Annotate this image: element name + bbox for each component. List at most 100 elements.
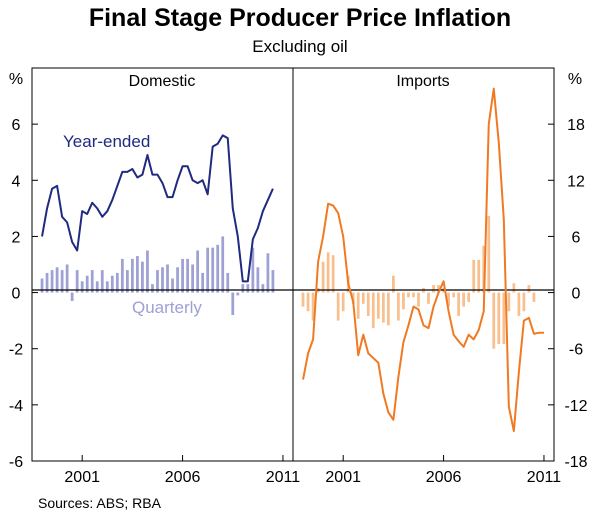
imports-quarterly-bar — [522, 292, 526, 312]
domestic-quarterly-bar — [196, 250, 200, 293]
imports-quarterly-bar — [371, 292, 375, 329]
domestic-quarterly-bar — [201, 272, 205, 293]
domestic-quarterly-bar — [186, 258, 189, 293]
domestic-quarterly-bar — [115, 272, 119, 293]
imports-quarterly-bar — [477, 259, 481, 293]
y-tick-label-left: -6 — [9, 454, 23, 471]
imports-quarterly-bar — [417, 292, 420, 307]
imports-quarterly-bar — [432, 285, 435, 293]
y-tick-label-left: 2 — [12, 229, 21, 246]
imports-quarterly-bar — [356, 292, 360, 319]
imports-quarterly-bar — [497, 292, 501, 345]
domestic-quarterly-bar — [105, 281, 109, 293]
imports-quarterly-bar — [361, 292, 365, 304]
source-note: Sources: ABS; RBA — [38, 495, 161, 511]
imports-quarterly-bar — [532, 292, 536, 302]
domestic-quarterly-bar — [100, 270, 104, 293]
y-tick-label-right: 18 — [567, 117, 585, 134]
domestic-year-ended-line — [41, 134, 274, 283]
imports-quarterly-bar — [462, 292, 466, 307]
imports-quarterly-bar — [306, 292, 310, 312]
domestic-quarterly-bar — [246, 284, 250, 293]
domestic-quarterly-bar — [85, 275, 89, 293]
domestic-quarterly-bar — [50, 270, 54, 293]
imports-bars — [301, 215, 536, 349]
imports-quarterly-bar — [507, 292, 511, 312]
domestic-quarterly-bar — [266, 253, 270, 293]
y-tick-label-right: 12 — [567, 173, 585, 190]
domestic-quarterly-bar — [256, 267, 260, 293]
y-tick-label-right: 6 — [572, 229, 581, 246]
domestic-quarterly-bar — [110, 275, 114, 293]
y-tick-label-left: 4 — [12, 173, 21, 190]
right-unit-label: % — [568, 71, 582, 88]
domestic-quarterly-bar — [120, 258, 124, 293]
domestic-quarterly-bar — [226, 272, 230, 293]
x-tick-label: 2011 — [527, 469, 562, 486]
domestic-quarterly-bar — [151, 284, 154, 293]
imports-quarterly-bar — [517, 292, 521, 316]
imports-year-ended-line — [302, 87, 544, 433]
imports-quarterly-bar — [437, 285, 440, 293]
y-tick-label-left: 6 — [12, 117, 21, 134]
y-tick-label-right: 0 — [572, 286, 581, 303]
imports-quarterly-bar — [467, 292, 471, 302]
y-tick-label-left: 0 — [12, 286, 21, 303]
domestic-quarterly-bar — [211, 247, 215, 293]
domestic-quarterly-bar — [251, 247, 255, 293]
domestic-quarterly-bar — [176, 267, 179, 293]
domestic-quarterly-bar — [70, 292, 74, 301]
imports-quarterly-bar — [482, 245, 486, 293]
imports-quarterly-bar — [376, 292, 380, 319]
domestic-quarterly-bar — [60, 270, 64, 293]
imports-quarterly-bar — [452, 292, 455, 298]
imports-quarterly-bar — [331, 255, 335, 293]
domestic-quarterly-bar — [206, 247, 210, 293]
annotation-quarterly: Quarterly — [132, 298, 202, 317]
domestic-quarterly-bar — [221, 236, 225, 293]
imports-quarterly-bar — [341, 292, 345, 312]
domestic-quarterly-bar — [95, 281, 99, 293]
imports-quarterly-bar — [412, 292, 415, 298]
domestic-quarterly-bar — [40, 278, 44, 293]
domestic-quarterly-bar — [241, 284, 245, 293]
imports-quarterly-bar — [386, 292, 390, 326]
domestic-quarterly-bar — [156, 270, 159, 293]
y-tick-label-right: -6 — [569, 342, 583, 359]
domestic-quarterly-bar — [90, 270, 94, 293]
imports-quarterly-bar — [392, 275, 395, 293]
imports-quarterly-bar — [512, 283, 516, 293]
domestic-quarterly-bar — [65, 264, 69, 293]
domestic-quarterly-bar — [171, 278, 174, 293]
domestic-quarterly-bar — [131, 258, 134, 293]
panel-label-domestic: Domestic — [129, 73, 196, 90]
domestic-bars — [40, 236, 275, 316]
domestic-quarterly-bar — [231, 292, 235, 316]
axis-ticks — [32, 123, 554, 462]
panel-label-imports: Imports — [396, 73, 449, 90]
imports-quarterly-bar — [321, 261, 325, 293]
domestic-quarterly-bar — [216, 244, 220, 293]
domestic-quarterly-bar — [236, 292, 240, 296]
domestic-quarterly-bar — [136, 256, 139, 293]
imports-quarterly-bar — [402, 292, 405, 310]
imports-quarterly-bar — [527, 285, 531, 293]
chart-title: Final Stage Producer Price Inflation — [88, 4, 512, 32]
x-tick-label: 2006 — [165, 469, 201, 486]
imports-quarterly-bar — [502, 292, 506, 345]
imports-quarterly-bar — [447, 292, 450, 307]
y-tick-label-left: -2 — [9, 342, 23, 359]
domestic-quarterly-bar — [166, 264, 169, 293]
domestic-quarterly-bar — [75, 270, 79, 293]
domestic-quarterly-bar — [80, 281, 84, 293]
domestic-quarterly-bar — [146, 250, 149, 293]
y-tick-label-right: -18 — [564, 454, 587, 471]
y-tick-label-left: -4 — [9, 398, 23, 415]
imports-quarterly-bar — [472, 259, 476, 293]
imports-quarterly-bar — [311, 292, 315, 321]
imports-quarterly-bar — [301, 292, 305, 307]
imports-quarterly-bar — [427, 292, 430, 304]
domestic-quarterly-bar — [261, 284, 265, 293]
x-tick-label: 2011 — [266, 469, 301, 486]
imports-quarterly-bar — [326, 252, 330, 293]
